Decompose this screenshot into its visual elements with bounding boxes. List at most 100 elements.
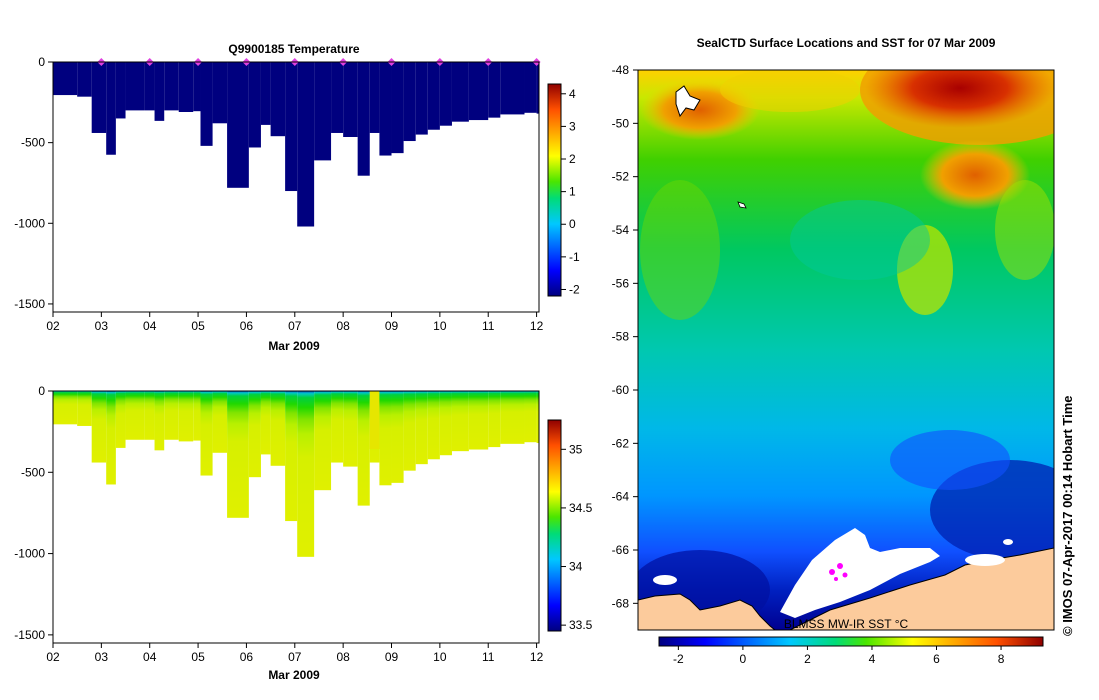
salinity-profile-bar: [415, 391, 428, 465]
temperature-colorbar-tick-label: 1: [569, 185, 576, 199]
salinity-profile-bar: [270, 391, 286, 466]
temperature-profile-bar: [331, 62, 344, 133]
cloud-speckle: [675, 85, 701, 118]
temperature-profile-bar: [115, 62, 126, 119]
temperature-x-tick-label: 08: [336, 319, 350, 333]
salinity-y-tick-label: -500: [21, 465, 45, 479]
temperature-profile-bar: [369, 62, 380, 133]
salinity-y-tick-label: -1500: [14, 628, 45, 642]
temperature-profile-bar: [488, 62, 501, 118]
temperature-y-axis: 0 -500 -1000 -1500: [14, 55, 53, 311]
salinity-x-tick-label: 04: [143, 650, 157, 664]
latitude-tick-label: -66: [612, 543, 630, 557]
sst-cyan-tongue: [790, 200, 930, 280]
temperature-x-tick-label: 05: [191, 319, 205, 333]
salinity-profile-bar: [200, 391, 213, 476]
salinity-profile-bar: [379, 391, 392, 486]
temperature-profile-bar: [212, 62, 228, 124]
temperature-profile-bar: [200, 62, 213, 146]
antarctic-land-west: [638, 593, 776, 630]
salinity-x-axis: 02 03 04 05 06 07 08 09 10 11 12: [46, 643, 544, 664]
sst-map-panel: SealCTD Surface Locations and SST for 07…: [612, 36, 1075, 666]
salinity-profile-bar: [227, 391, 249, 518]
temperature-profile-bar: [77, 62, 92, 97]
salinity-profile-bar: [285, 391, 298, 522]
seal-location: [829, 569, 835, 575]
salinity-bars: [53, 391, 539, 557]
imos-credit: © IMOS 07-Apr-2017 00:14 Hobart Time: [1060, 395, 1075, 636]
temperature-profile-bar: [391, 62, 404, 154]
salinity-profile-bar: [403, 391, 416, 471]
salinity-colorbar-tick-label: 35: [569, 442, 583, 456]
sst-colorbar-celsius-label: -2: [673, 652, 684, 666]
salinity-colorbar-ticks: 35 34.5 34 33.5: [561, 442, 593, 632]
temperature-chart-title: Q9900185 Temperature: [228, 42, 360, 56]
sst-colorbar-ticks: -202468707580859095: [673, 646, 1005, 666]
salinity-profile-bar: [343, 391, 358, 467]
sst-colorbar-celsius-label: 2: [804, 652, 811, 666]
latitude-tick-label: -54: [612, 223, 630, 237]
latitude-tick-label: -64: [612, 490, 630, 504]
salinity-profile-bar: [260, 391, 271, 455]
salinity-profile-bar: [297, 391, 315, 557]
salinity-profile-bar: [178, 391, 194, 442]
salinity-colorbar-tick-label: 33.5: [569, 618, 593, 632]
temperature-profile-bar: [403, 62, 416, 142]
temperature-colorbar-tick-label: -1: [569, 250, 580, 264]
temperature-bars: [53, 62, 539, 227]
ice-fleck: [653, 575, 677, 585]
seal-location: [834, 577, 838, 581]
temperature-x-label: Mar 2009: [268, 339, 320, 353]
latitude-tick-label: -52: [612, 170, 630, 184]
temperature-x-tick-label: 10: [433, 319, 447, 333]
salinity-x-tick-label: 02: [46, 650, 60, 664]
temperature-x-tick-label: 04: [143, 319, 157, 333]
temperature-profile-bar: [343, 62, 358, 137]
temperature-profile-bar: [154, 62, 165, 121]
temperature-y-tick-label: -1000: [14, 216, 45, 230]
sst-map-frame: [637, 69, 1055, 631]
latitude-tick-label: -60: [612, 383, 630, 397]
salinity-profile-bar: [212, 391, 228, 453]
salinity-y-tick-label: -1000: [14, 547, 45, 561]
salinity-x-tick-label: 10: [433, 650, 447, 664]
temperature-profile-bar: [439, 62, 452, 126]
salinity-y-tick-label: 0: [38, 384, 45, 398]
salinity-section-panel: 0 -500 -1000 -1500 02 03 04 05 06 07 08 09 10 11 12 M…: [14, 384, 592, 682]
sst-green-patch: [640, 180, 720, 320]
salinity-colorbar-tick-label: 34: [569, 560, 583, 574]
temperature-x-axis: 02 03 04 05 06 07 08 09 10 11 12: [46, 312, 544, 333]
salinity-profile-bar: [500, 391, 525, 444]
temperature-profile-bar: [178, 62, 194, 112]
temperature-profile-bar: [270, 62, 286, 137]
temperature-x-tick-label: 09: [385, 319, 399, 333]
latitude-tick-label: -50: [612, 116, 630, 130]
temperature-profile-bar: [427, 62, 440, 130]
salinity-colorbar-tick-label: 34.5: [569, 501, 593, 515]
seal-location: [837, 563, 843, 569]
temperature-x-tick-label: 12: [530, 319, 544, 333]
salinity-plot-frame: [52, 390, 540, 644]
antarctic-land-east: [789, 547, 1054, 630]
temperature-y-tick-label: -1500: [14, 297, 45, 311]
salinity-profile-bar: [488, 391, 501, 448]
temperature-profile-bar: [468, 62, 489, 121]
temperature-plot-frame: [52, 61, 540, 313]
latitude-tick-label: -56: [612, 276, 630, 290]
temperature-colorbar: [547, 83, 562, 297]
temperature-profile-bar: [415, 62, 428, 135]
latitude-tick-label: -48: [612, 63, 630, 77]
temperature-profile-bar: [524, 62, 537, 113]
sst-map-title: SealCTD Surface Locations and SST for 07…: [697, 36, 996, 50]
salinity-x-tick-label: 09: [385, 650, 399, 664]
temperature-section-panel: Q9900185 Temperature 0-500-1000-1500 02 0…: [14, 42, 580, 353]
temperature-colorbar-tick-label: 4: [569, 87, 576, 101]
temperature-profile-bar: [53, 62, 78, 96]
temperature-colorbar-tick-label: 0: [569, 217, 576, 231]
salinity-profile-bar: [468, 391, 489, 450]
sst-blue-se: [890, 430, 1010, 490]
salinity-profile-bar: [53, 391, 78, 425]
sst-yellowgreen-patch-east: [995, 180, 1054, 280]
temperature-profile-bar: [91, 62, 107, 133]
temperature-y-tick-label: 0: [38, 55, 45, 69]
